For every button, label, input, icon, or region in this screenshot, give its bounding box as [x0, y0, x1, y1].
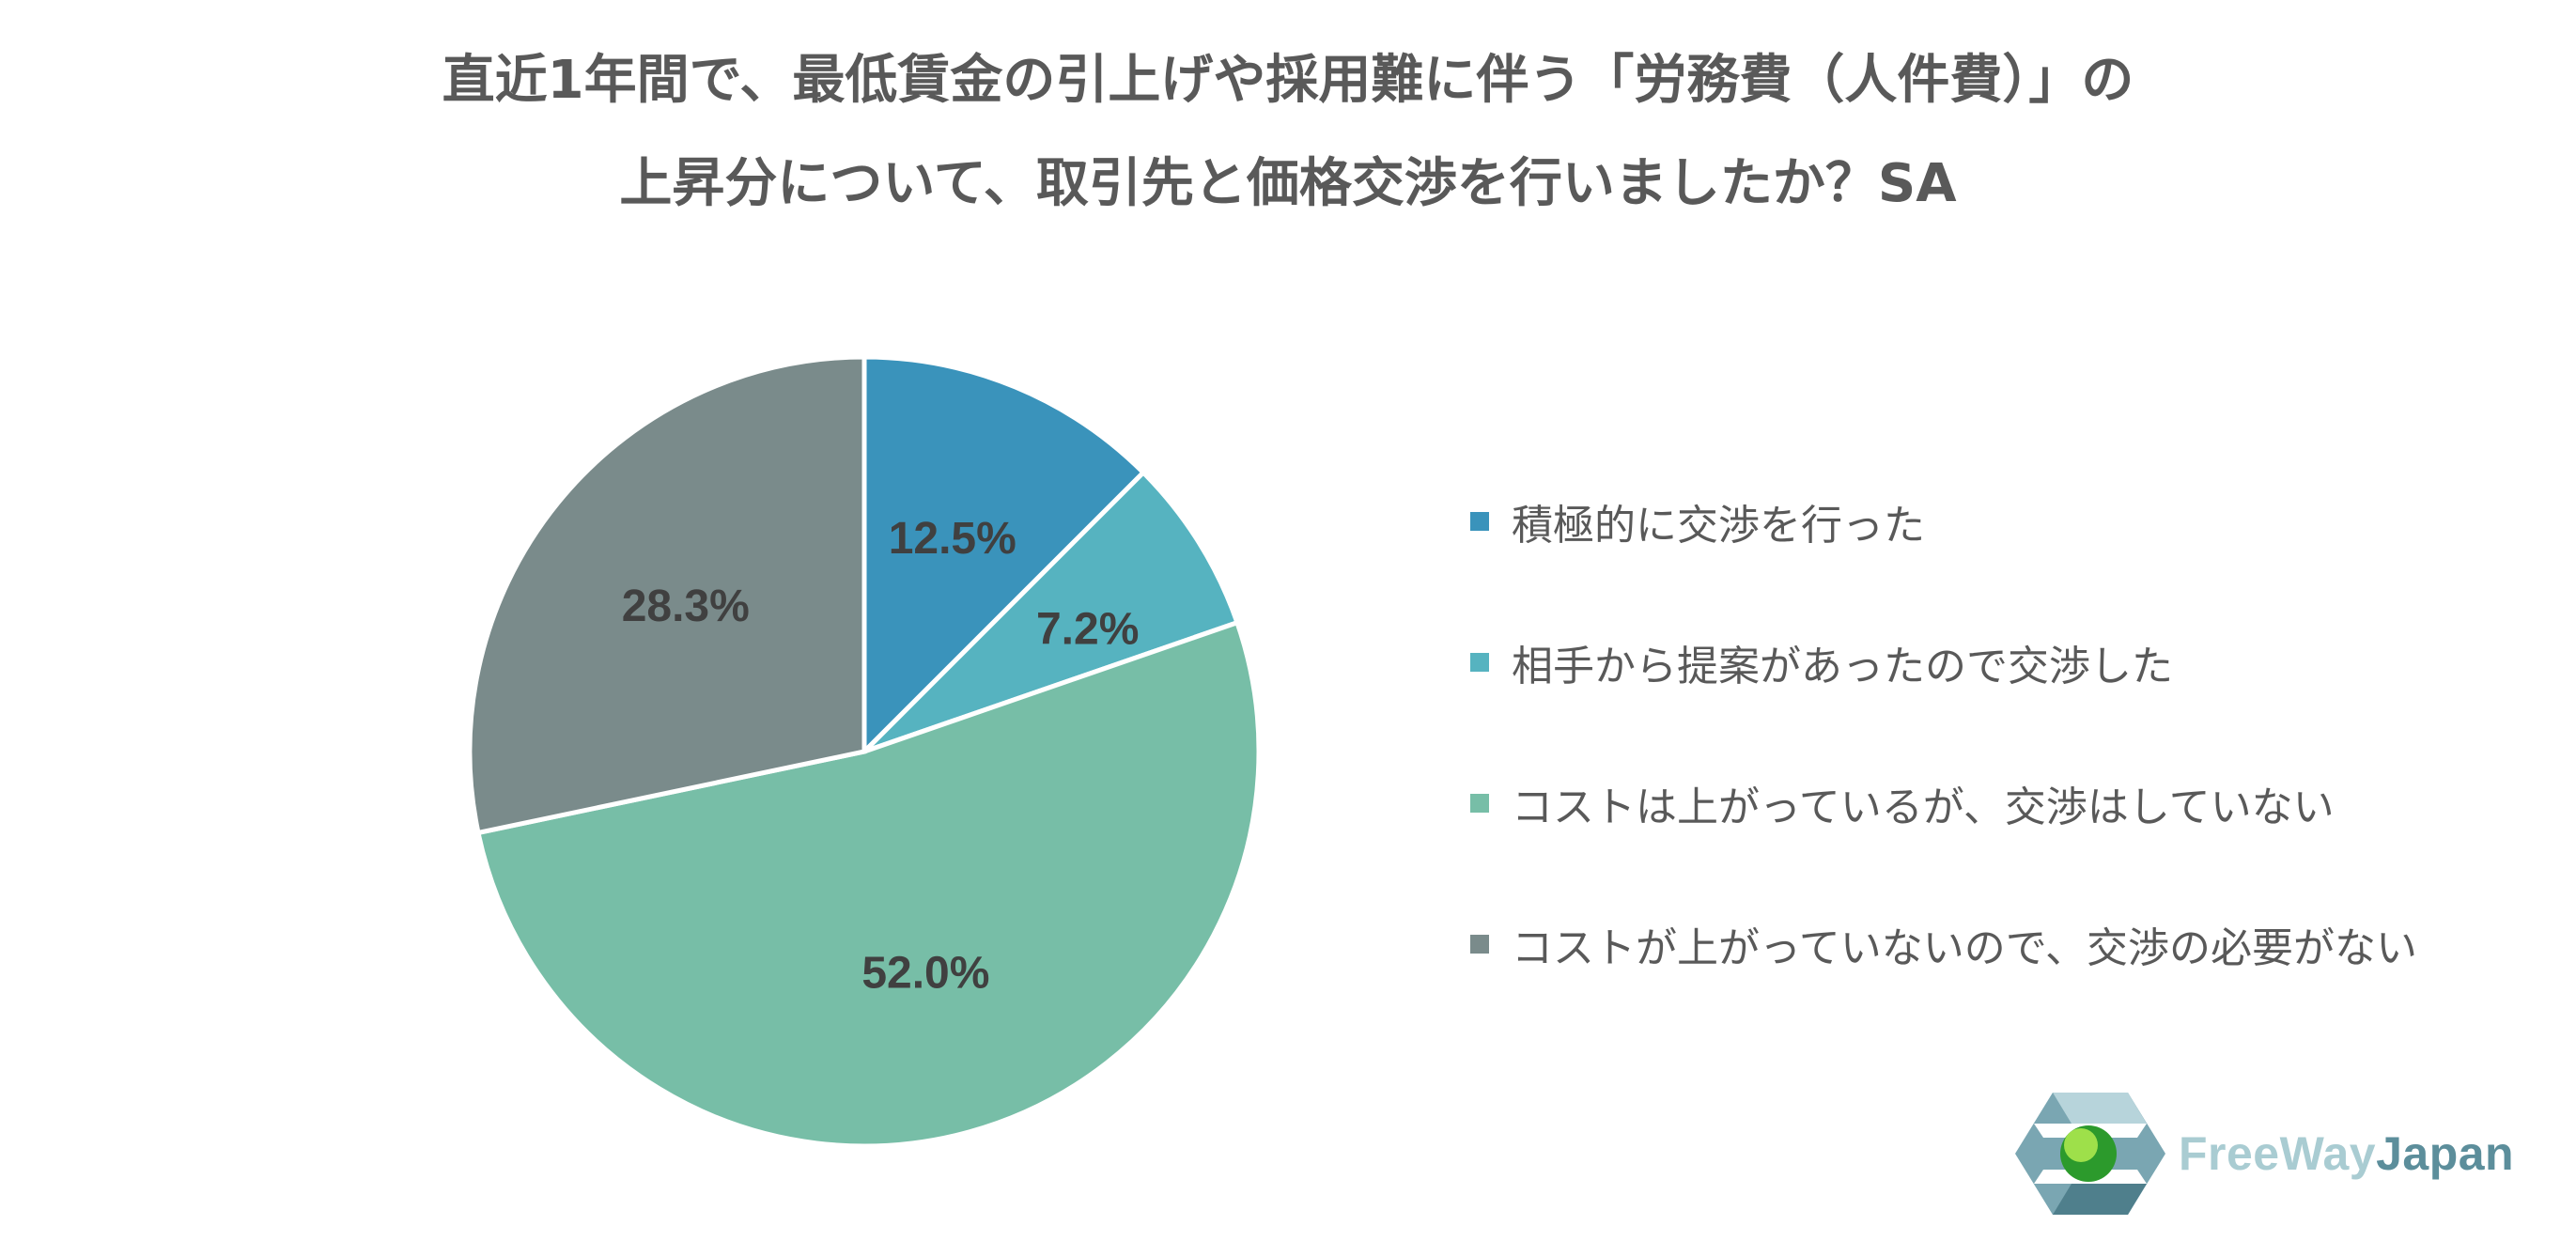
data-label: 28.3% — [622, 582, 750, 631]
legend-swatch — [1470, 935, 1489, 954]
legend-item: コストが上がっていないので、交渉の必要がない — [1470, 874, 2417, 1015]
legend-item: 積極的に交渉を行った — [1470, 451, 2417, 592]
data-label: 7.2% — [1036, 605, 1139, 655]
logo-text-japan: Japan — [2376, 1127, 2515, 1180]
pie-slice — [861, 354, 1147, 758]
pie-slice — [862, 469, 1241, 754]
logo-mark-icon — [2015, 1093, 2165, 1215]
legend-item: コストは上がっているが、交渉はしていない — [1470, 733, 2417, 874]
legend-swatch — [1470, 512, 1489, 531]
freewayjapan-logo: FreeWayJapan — [2015, 1093, 2514, 1215]
legend-label: 積極的に交渉を行った — [1512, 502, 1925, 550]
legend-item: 相手から提案があったので交渉した — [1470, 592, 2417, 733]
legend: 積極的に交渉を行った 相手から提案があったので交渉した コストは上がっているが、… — [1470, 451, 2417, 1015]
legend-swatch — [1470, 794, 1489, 813]
legend-swatch — [1470, 653, 1489, 672]
logo-text: FreeWayJapan — [2179, 1126, 2514, 1181]
logo-text-freeway: FreeWay — [2179, 1127, 2377, 1180]
chart-title-line2: 上昇分について、取引先と価格交渉を行いましたか？SA — [619, 153, 1957, 214]
pie-slice — [475, 619, 1262, 1149]
data-label: 12.5% — [889, 514, 1016, 564]
legend-label: コストは上がっているが、交渉はしていない — [1512, 783, 2335, 831]
legend-label: コストが上がっていないので、交渉の必要がない — [1512, 924, 2418, 972]
data-label: 52.0% — [861, 949, 989, 999]
chart-title-line1: 直近1年間で、最低賃金の引上げや採用難に伴う「労務費（人件費）」の — [442, 50, 2134, 111]
pie-slice — [467, 354, 867, 836]
legend-label: 相手から提案があったので交渉した — [1512, 643, 2173, 690]
